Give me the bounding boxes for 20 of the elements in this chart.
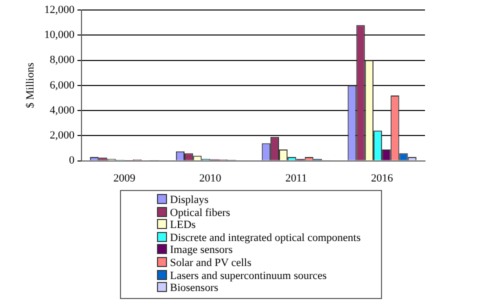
legend-label: LEDs: [169, 219, 197, 232]
x-tick-label: 2009: [113, 172, 136, 184]
y-tick-label: 10,000: [44, 29, 75, 42]
legend-label: Image sensors: [169, 244, 234, 257]
y-axis-title: $ Millions: [24, 62, 36, 108]
legend-label: Optical fibers: [169, 206, 232, 220]
legend-label: Biosensors: [169, 282, 220, 295]
y-tick-label: 2,000: [50, 130, 75, 142]
y-tick-label: 8,000: [50, 54, 75, 66]
y-tick-label: 0: [68, 154, 75, 167]
legend-label: Solar and PV cells: [169, 256, 252, 270]
legend-label: Lasers and supercontinuum sources: [169, 270, 328, 282]
y-tick-label: 12,000: [44, 4, 75, 16]
legend-label: Discrete and integrated optical components: [169, 232, 362, 244]
x-tick-label: 2010: [199, 172, 222, 184]
y-tick-label: 6,000: [50, 79, 75, 92]
x-tick-label: 2016: [371, 172, 394, 184]
legend-label: Displays: [169, 194, 210, 207]
x-tick-label: 2011: [285, 172, 307, 184]
y-tick-label: 4,000: [50, 104, 75, 116]
